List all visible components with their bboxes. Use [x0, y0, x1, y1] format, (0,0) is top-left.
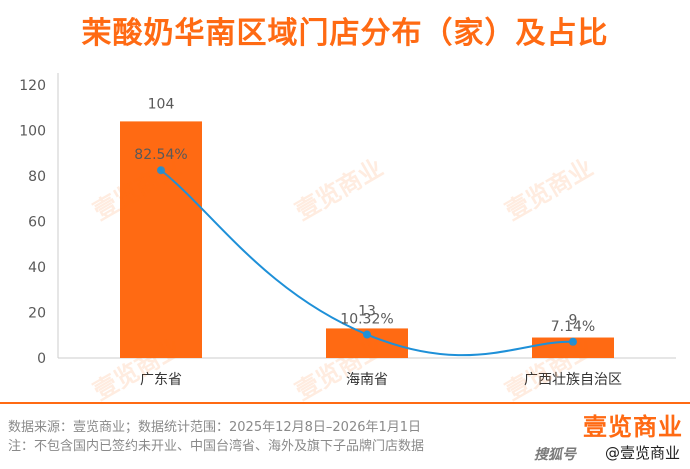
share-point	[157, 166, 165, 175]
y-tick-label: 120	[19, 78, 46, 94]
x-tick-label: 广西壮族自治区	[524, 372, 622, 388]
share-point	[569, 337, 577, 346]
data-source-text: 数据来源：壹览商业；数据统计范围：2025年12月8日–2026年1月1日	[8, 420, 422, 435]
platform-watermark: 搜狐号	[534, 447, 576, 463]
label-layer: 104 13 9 广东省 海南省 广西壮族自治区 82.54% 10.32% 7.14%	[134, 96, 622, 388]
x-tick-label: 广东省	[140, 372, 182, 388]
bar-value-label: 13	[358, 303, 376, 319]
x-tick-label: 海南省	[346, 372, 388, 388]
share-label: 82.54%	[134, 147, 187, 163]
share-label: 7.14%	[551, 319, 595, 335]
chart: 0 20 40 60 80 100 120 104 13 9 广东省 海南省 广西壮族自治区 82.54…	[19, 73, 676, 388]
footer-divider	[0, 402, 690, 404]
y-tick-label: 40	[28, 260, 46, 276]
bar-value-label: 9	[569, 313, 578, 329]
y-tick-label: 60	[28, 215, 46, 231]
chart-title: 茉酸奶华南区域门店分布（家）及占比	[81, 16, 609, 51]
y-tick-label: 100	[19, 124, 46, 140]
y-tick-label: 20	[28, 306, 46, 322]
line-layer	[157, 166, 577, 357]
brand-logo: 壹览商业	[583, 413, 683, 441]
share-label: 10.32%	[340, 312, 393, 328]
share-point	[363, 330, 371, 339]
y-tick-label: 0	[37, 351, 46, 367]
y-tick-label: 80	[28, 169, 46, 185]
author-attribution: @壹览商业	[602, 442, 682, 463]
bar-value-label: 104	[148, 96, 175, 112]
data-note-text: 注：不包含国内已签约未开业、中国台湾省、海外及旗下子品牌门店数据	[8, 439, 425, 454]
bar	[120, 121, 202, 359]
